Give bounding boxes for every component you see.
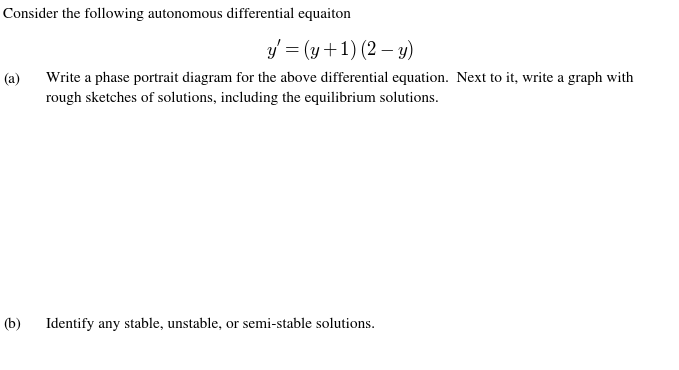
Text: (b): (b) [3,318,21,332]
Text: $y^{\prime} = (y+1)\,(2-y)$: $y^{\prime} = (y+1)\,(2-y)$ [265,38,414,62]
Text: (a): (a) [3,72,20,85]
Text: Identify any stable, unstable, or semi-stable solutions.: Identify any stable, unstable, or semi-s… [46,318,375,332]
Text: Write a phase portrait diagram for the above differential equation.  Next to it,: Write a phase portrait diagram for the a… [46,72,634,85]
Text: Consider the following autonomous differential equaiton: Consider the following autonomous differ… [3,8,351,21]
Text: rough sketches of solutions, including the equilibrium solutions.: rough sketches of solutions, including t… [46,92,439,105]
